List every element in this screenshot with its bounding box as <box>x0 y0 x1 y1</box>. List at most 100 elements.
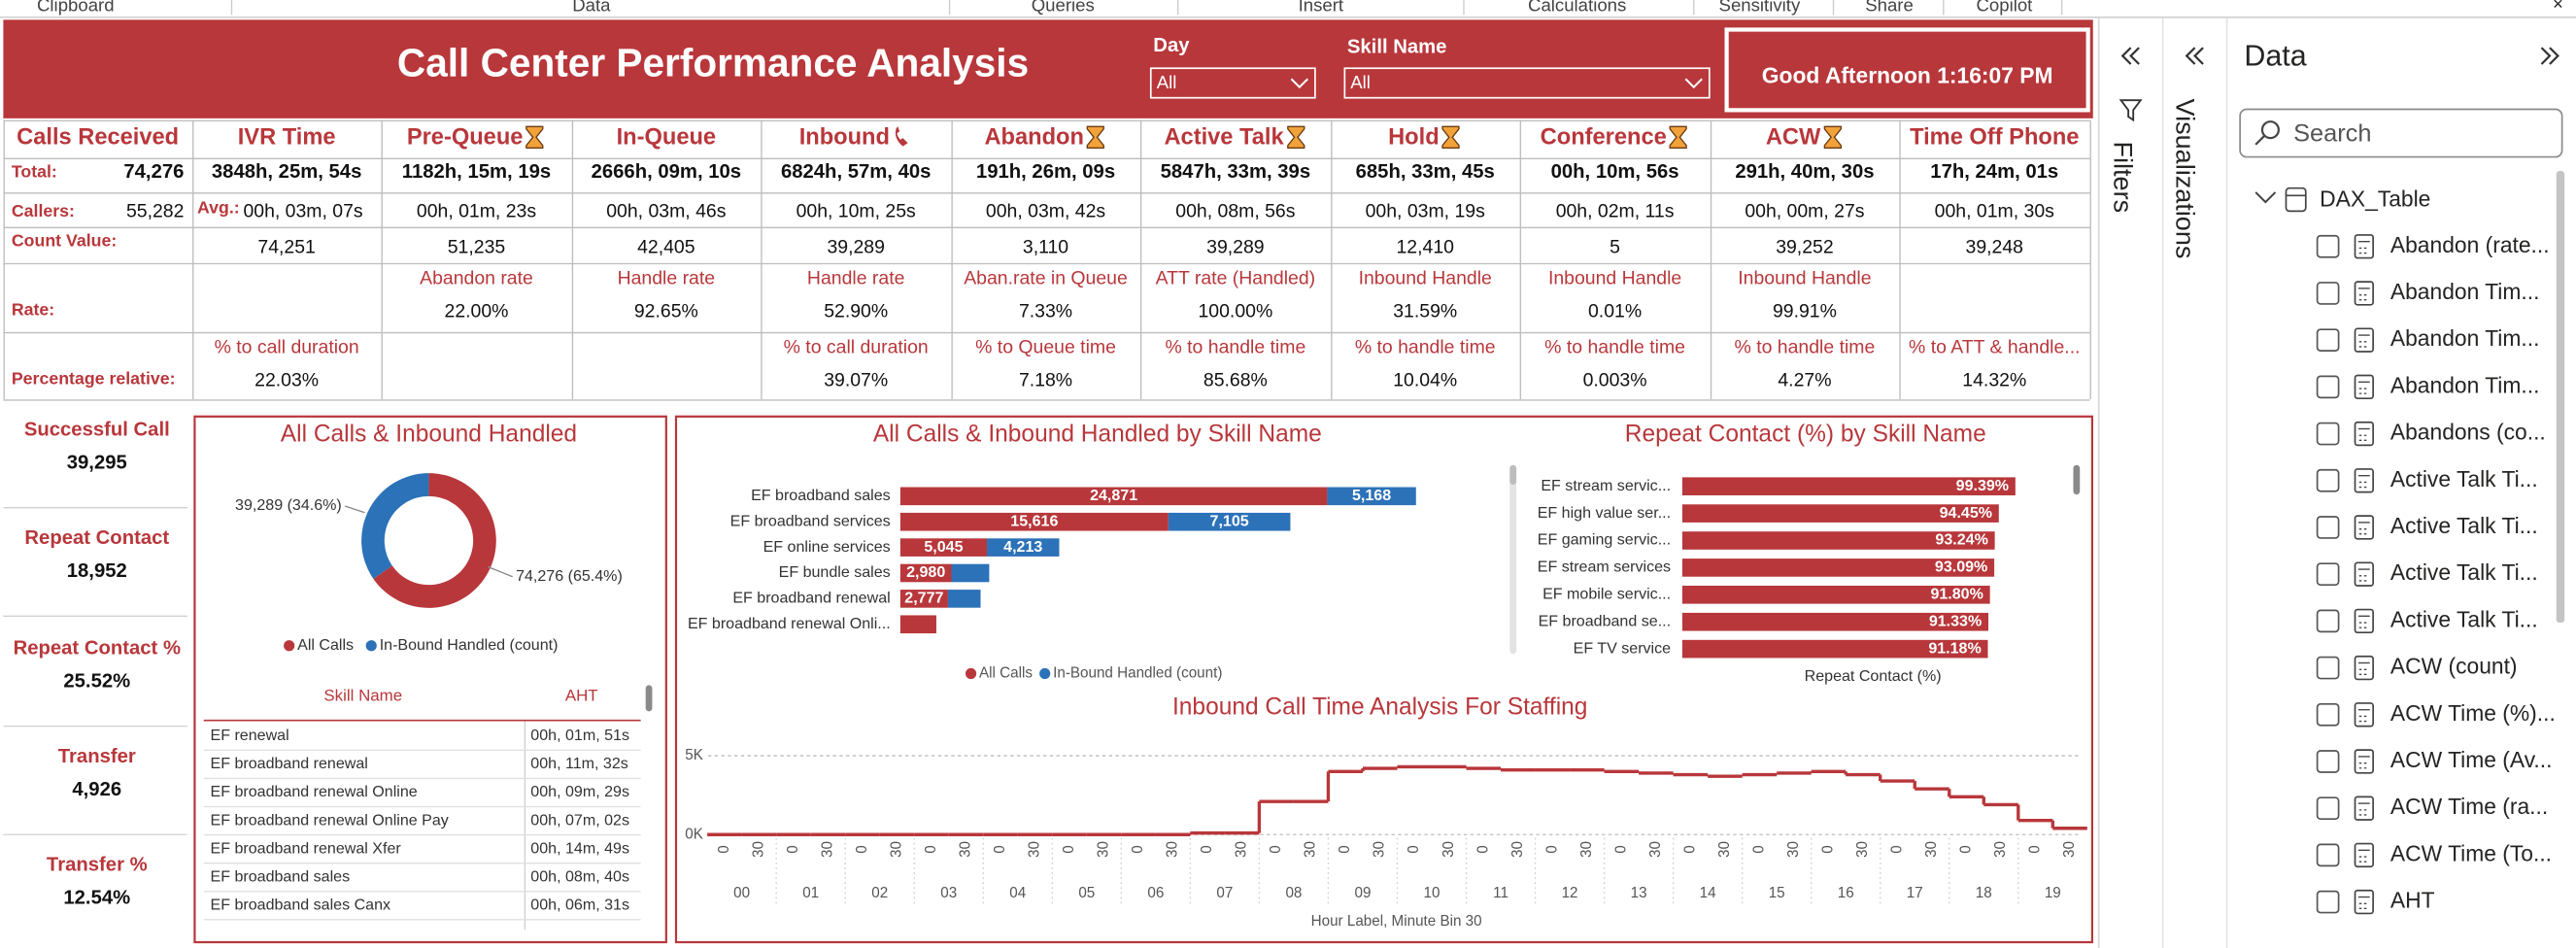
kpi-header: IVR Time <box>238 124 336 150</box>
x-tick-label: 30 <box>1578 841 1595 858</box>
field-name[interactable]: ACW Time (%)... <box>2390 700 2556 726</box>
checkbox[interactable] <box>2316 516 2340 539</box>
checkbox[interactable] <box>2316 422 2340 446</box>
scroll-thumb[interactable] <box>2073 464 2081 495</box>
relative-value: 7.18% <box>1019 370 1072 391</box>
checkbox[interactable] <box>2316 656 2340 680</box>
relative-value: 39.07% <box>824 370 888 391</box>
checkbox[interactable] <box>2316 234 2340 258</box>
field-name[interactable]: Active Talk Ti... <box>2390 513 2538 538</box>
field-name[interactable]: Abandon Tim... <box>2390 372 2540 397</box>
y-tick-label: 0K <box>685 826 703 842</box>
collapse-icon[interactable] <box>2185 47 2204 65</box>
measure-icon <box>2354 281 2374 306</box>
hour-label: 18 <box>1976 885 1992 901</box>
hour-label: 15 <box>1769 885 1785 901</box>
checkbox[interactable] <box>2316 562 2340 587</box>
hour-label: 17 <box>1907 885 1923 901</box>
field-name[interactable]: Abandon Tim... <box>2390 279 2540 304</box>
search-box[interactable] <box>2239 108 2563 158</box>
ribbon-group: Sensitivity <box>1719 0 1801 16</box>
field-name[interactable]: Abandons (co... <box>2390 420 2546 445</box>
kpi-value: 17h, 24m, 01s <box>1930 161 2058 183</box>
category-label: EF high value ser... <box>1538 504 1671 522</box>
bar <box>1681 586 1990 604</box>
data-label: 91.18% <box>1928 639 1981 657</box>
bar-segment <box>899 487 1328 506</box>
bar <box>1681 559 1995 577</box>
charts-panel <box>674 415 2094 944</box>
field-name[interactable]: Abandon Tim... <box>2390 325 2540 351</box>
table-name[interactable]: DAX_Table <box>2320 186 2430 211</box>
expand-icon[interactable] <box>2540 47 2559 65</box>
greeting: Good Afternoon 1:16:07 PM <box>1762 63 2053 88</box>
ribbon-group: Clipboard <box>37 0 115 16</box>
data-label: 39,289 (34.6%) <box>235 496 342 514</box>
field-name[interactable]: ACW (count) <box>2390 654 2518 679</box>
data-label: 5,045 <box>924 538 963 556</box>
measure-icon <box>2354 889 2374 915</box>
legend-label: All Calls <box>297 636 354 654</box>
data-label: 74,276 (65.4%) <box>516 567 623 585</box>
checkbox[interactable] <box>2316 282 2340 305</box>
field-name[interactable]: AHT <box>2390 888 2435 913</box>
scrollbar[interactable] <box>1509 464 1517 655</box>
data-label: 24,871 <box>1090 487 1137 504</box>
slicer-dropdown[interactable] <box>1343 67 1711 99</box>
bar <box>1681 504 1999 523</box>
checkbox[interactable] <box>2316 890 2340 914</box>
leader-line <box>344 505 365 514</box>
scroll-thumb[interactable] <box>1509 464 1517 485</box>
filters-pane-title[interactable]: Filters <box>2108 142 2137 214</box>
x-tick-label: 0 <box>785 845 801 853</box>
scrollbar[interactable] <box>2556 170 2565 624</box>
kpi-value: 39,248 <box>1966 237 2023 258</box>
field-name[interactable]: Active Talk Ti... <box>2390 559 2538 585</box>
checkbox[interactable] <box>2316 609 2340 633</box>
greeting-box <box>1724 27 2090 113</box>
relative-name: % to Queue time <box>975 337 1116 358</box>
bar-segment <box>899 615 936 634</box>
bar <box>1681 612 1989 631</box>
hour-label: 11 <box>1493 885 1508 901</box>
field-name[interactable]: ACW Time (To... <box>2390 840 2552 865</box>
tree-toggle[interactable] <box>2254 191 2277 204</box>
checkbox[interactable] <box>2316 843 2340 867</box>
kpi-header: Abandon <box>984 124 1084 150</box>
relative-name: % to handle time <box>1544 337 1685 358</box>
field-name[interactable]: Abandon (rate... <box>2390 232 2550 257</box>
data-label: 2,777 <box>904 590 943 607</box>
checkbox[interactable] <box>2316 468 2340 492</box>
kpi-value: 00h, 10m, 25s <box>797 200 916 221</box>
visualizations-pane-title[interactable]: Visualizations <box>2171 99 2200 259</box>
field-name[interactable]: ACW Time (ra... <box>2390 794 2548 819</box>
rate-value: 0.01% <box>1588 301 1642 322</box>
checkbox[interactable] <box>2316 375 2340 399</box>
ribbon-group: Data <box>572 0 611 16</box>
bar-segment <box>899 563 952 583</box>
kpi-value: 00h, 03m, 19s <box>1366 200 1485 221</box>
category-label: EF broadband renewal Onli... <box>688 615 891 632</box>
dashboard-title: Call Center Performance Analysis <box>397 40 1029 85</box>
close-icon[interactable]: × <box>2553 0 2563 14</box>
field-name[interactable]: Active Talk Ti... <box>2390 606 2538 631</box>
checkbox[interactable] <box>2316 702 2340 727</box>
card-label: Transfer <box>58 746 136 767</box>
field-name[interactable]: ACW Time (Av... <box>2390 747 2553 772</box>
checkbox[interactable] <box>2316 328 2340 352</box>
rate-value: 31.59% <box>1393 301 1457 322</box>
checkbox[interactable] <box>2316 750 2340 773</box>
checkbox[interactable] <box>2316 796 2340 821</box>
kpi-header: Conference <box>1541 124 1667 150</box>
scroll-thumb[interactable] <box>645 685 653 712</box>
x-tick-label: 30 <box>1372 841 1388 858</box>
row-label: Count Value: <box>12 230 117 250</box>
field-name[interactable]: Active Talk Ti... <box>2390 466 2538 491</box>
collapse-icon[interactable] <box>2120 47 2140 65</box>
hourglass-icon <box>1086 125 1104 149</box>
slicer-dropdown[interactable] <box>1149 67 1316 99</box>
x-tick-label: 30 <box>1165 841 1181 858</box>
measure-icon <box>2354 749 2374 774</box>
relative-value: 10.04% <box>1393 370 1457 391</box>
measure-icon <box>2354 655 2374 681</box>
